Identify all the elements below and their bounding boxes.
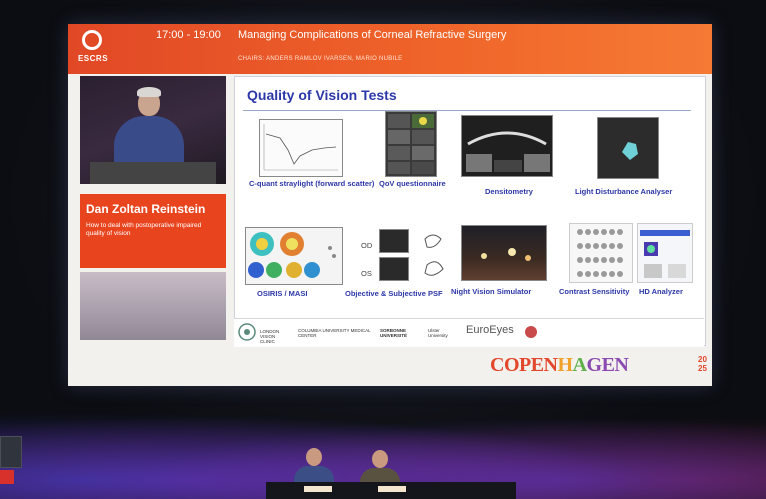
session-chairs: CHAIRS: ANDERS RAMLOV IVARSEN, MARIO NUB… — [238, 56, 403, 62]
sorbonne-logo-text: SORBONNE UNIVERSITÉ — [380, 328, 408, 338]
crest-logo-icon — [525, 326, 537, 338]
densitometry-cornea-icon — [466, 131, 550, 172]
london-vision-logo-icon — [238, 323, 256, 341]
speaker-video-feed — [80, 76, 226, 184]
qov-grid — [385, 111, 437, 177]
cquant-graph — [259, 119, 343, 177]
ulster-logo-text: Ulster University — [428, 328, 448, 338]
cquant-curve-icon — [263, 124, 338, 171]
crest-logo — [524, 325, 538, 341]
session-time: 17:00 - 19:00 — [156, 29, 221, 41]
euroeyes-logo-text: EuroEyes — [466, 324, 514, 336]
wordmark-part-3: A — [572, 354, 587, 376]
projection-screen: ESCRS 17:00 - 19:00 Managing Complicatio… — [68, 24, 712, 386]
podium — [90, 162, 216, 184]
psf-sketch-icon — [424, 234, 444, 276]
tile-label-densitometry: Densitometry — [485, 187, 533, 196]
wordmark-part-1: COPEN — [490, 354, 558, 376]
night-vision-scene — [461, 225, 547, 281]
nameplate-right — [378, 486, 406, 492]
tile-label-hd-analyzer: HD Analyzer — [639, 287, 683, 296]
talk-title: How to deal with postoperative impaired … — [86, 222, 202, 237]
av-rack — [0, 436, 22, 468]
escrs-logo-text: ESCRS — [77, 54, 109, 63]
speaker-hair — [137, 87, 161, 97]
tile-label-osiris: OSIRIS / MASI — [257, 289, 308, 298]
speaker-body — [114, 116, 184, 166]
slide-title: Quality of Vision Tests — [247, 87, 397, 103]
psf-od-label: OD — [361, 241, 373, 250]
columbia-logo-text: COLUMBIA UNIVERSITY MEDICAL CENTER — [298, 328, 371, 338]
london-vision-text: LONDON VISION CLINIC — [260, 329, 280, 344]
tile-label-cquant: C-quant straylight (forward scatter) — [249, 179, 375, 188]
osiris-wavefront-icon — [248, 232, 336, 278]
speaker-name: Dan Zoltan Reinstein — [86, 202, 206, 216]
psf-os-label: OS — [361, 269, 372, 278]
hd-analyzer-heatmap-icon — [640, 230, 690, 278]
wordmark-part-4: GEN — [586, 354, 629, 376]
session-title: Managing Complications of Corneal Refrac… — [238, 29, 507, 41]
osiris-maps — [245, 227, 343, 285]
exit-sign — [0, 470, 14, 484]
london-vision-logo — [238, 323, 256, 343]
tile-label-contrast: Contrast Sensitivity — [559, 287, 630, 296]
psf-os-image — [379, 257, 409, 281]
sponsor-logos-bar: LONDON VISION CLINIC COLUMBIA UNIVERSITY… — [234, 318, 704, 347]
session-header-bar: ESCRS 17:00 - 19:00 Managing Complicatio… — [68, 24, 712, 74]
contrast-gratings-icon — [577, 229, 623, 277]
audience-image — [80, 272, 226, 340]
light-disturbance-blob-icon — [622, 142, 638, 160]
speaker-caption: Dan Zoltan Reinstein How to deal with po… — [80, 194, 226, 268]
night-vision-lights-icon — [481, 248, 531, 261]
copenhagen-wordmark: COPENHAGEN — [490, 354, 629, 377]
densitometry-scan — [461, 115, 553, 177]
tile-label-light-disturbance: Light Disturbance Analyser — [575, 187, 673, 196]
tile-label-qov: QoV questionnaire — [379, 179, 446, 188]
wordmark-part-2: H — [557, 354, 574, 376]
light-disturbance-plot — [597, 117, 659, 179]
escrs-logo-icon — [82, 30, 102, 50]
tile-label-psf: Objective & Subjective PSF — [345, 289, 443, 298]
nameplate-left — [304, 486, 332, 492]
presentation-slide: Quality of Vision Tests C-quant straylig… — [234, 76, 706, 346]
psf-od-image — [379, 229, 409, 253]
tile-label-night-vision: Night Vision Simulator — [451, 287, 532, 296]
panelist-left-head — [306, 448, 322, 466]
title-divider — [243, 110, 691, 111]
contrast-chart — [569, 223, 633, 283]
event-year: 20 25 — [698, 355, 707, 373]
panelist-right-head — [372, 450, 388, 468]
escrs-logo: ESCRS — [76, 30, 110, 68]
qov-halo-icons — [388, 114, 434, 174]
hd-analyzer-display — [637, 223, 693, 283]
